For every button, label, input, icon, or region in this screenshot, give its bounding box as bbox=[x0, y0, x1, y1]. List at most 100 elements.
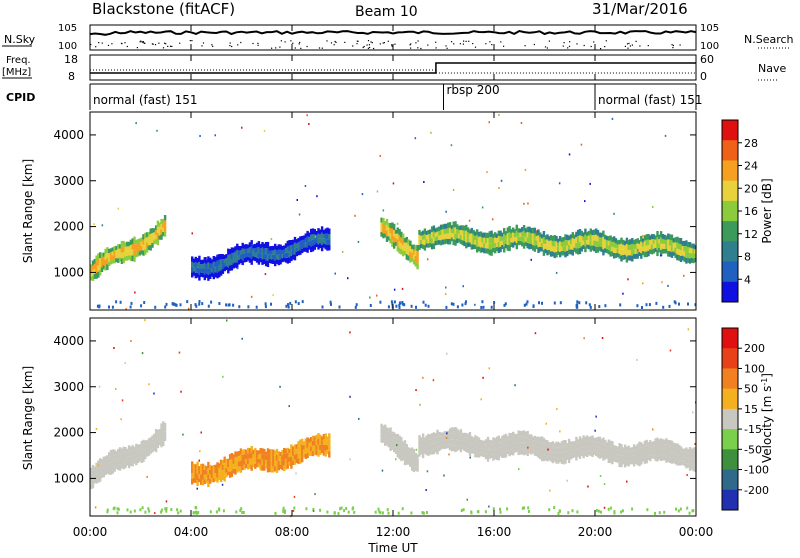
echo-cell bbox=[299, 445, 302, 452]
echo-cell bbox=[284, 453, 288, 459]
echo-cell bbox=[127, 241, 131, 247]
echo-cell bbox=[108, 261, 111, 266]
power-colorbar-tick-label: 8 bbox=[744, 251, 751, 264]
ground-scatter-cell bbox=[641, 306, 643, 309]
echo-cell bbox=[384, 424, 387, 430]
echo-cell bbox=[445, 233, 448, 239]
noise-cell bbox=[626, 480, 628, 483]
echo-cell bbox=[558, 246, 562, 252]
echo-cell bbox=[248, 257, 252, 263]
echo-cell bbox=[274, 461, 277, 467]
noise-cell bbox=[474, 303, 476, 306]
echo-cell bbox=[558, 457, 562, 463]
velocity-colorbar-swatch bbox=[722, 489, 738, 511]
echo-cell bbox=[281, 465, 284, 471]
echo-cell bbox=[688, 452, 692, 459]
echo-cell bbox=[124, 457, 127, 463]
echo-cell bbox=[414, 466, 417, 471]
echo-cell bbox=[479, 439, 482, 444]
echo-cell bbox=[194, 473, 197, 479]
noise-cell bbox=[214, 134, 216, 137]
echo-cell bbox=[459, 446, 463, 453]
echo-cell bbox=[540, 436, 544, 443]
echo-cell bbox=[230, 465, 234, 471]
echo-cell bbox=[652, 248, 656, 254]
echo-cell bbox=[687, 449, 690, 454]
velocity-colorbar-swatch bbox=[722, 368, 738, 390]
echo-cell bbox=[668, 451, 672, 458]
echo-cell bbox=[519, 442, 522, 449]
echo-cell bbox=[246, 447, 250, 454]
echo-cell bbox=[665, 249, 668, 254]
velocity-colorbar-tick-label: -15 bbox=[744, 423, 762, 436]
noise-cell bbox=[288, 405, 290, 408]
echo-cell bbox=[400, 443, 403, 450]
echo-cell bbox=[530, 238, 533, 244]
echo-cell bbox=[389, 222, 392, 228]
echo-cell bbox=[221, 269, 225, 274]
echo-cell bbox=[611, 237, 614, 242]
echo-cell bbox=[191, 261, 194, 267]
echo-cell bbox=[162, 439, 165, 446]
noise-cell bbox=[444, 293, 447, 296]
echo-cell bbox=[566, 245, 569, 251]
echo-cell bbox=[627, 445, 630, 451]
echo-cell bbox=[403, 246, 407, 251]
ground-scatter-cell bbox=[247, 305, 250, 309]
echo-cell bbox=[681, 255, 684, 261]
echo-cell bbox=[643, 458, 647, 464]
echo-cell bbox=[113, 460, 116, 467]
echo-cell bbox=[456, 224, 459, 229]
ground-scatter-cell bbox=[387, 511, 390, 515]
echo-cell bbox=[214, 261, 217, 268]
echo-cell bbox=[485, 248, 488, 254]
echo-cell bbox=[158, 441, 161, 446]
echo-cell bbox=[117, 244, 120, 249]
echo-cell bbox=[162, 433, 165, 440]
echo-cell bbox=[477, 236, 481, 242]
ground-scatter-cell bbox=[301, 300, 304, 304]
echo-cell bbox=[257, 454, 261, 459]
ground-scatter-cell bbox=[106, 510, 109, 514]
echo-cell bbox=[622, 249, 625, 255]
echo-cell bbox=[472, 229, 475, 235]
echo-cell bbox=[384, 233, 387, 238]
echo-cell bbox=[201, 268, 205, 273]
echo-cell bbox=[236, 462, 239, 468]
echo-cell bbox=[147, 442, 151, 448]
echo-cell bbox=[501, 435, 504, 442]
noise-cell bbox=[627, 278, 629, 281]
echo-cell bbox=[595, 246, 598, 253]
echo-cell bbox=[299, 245, 302, 251]
echo-cell bbox=[466, 237, 470, 243]
echo-cell bbox=[512, 431, 515, 438]
nsky-label: N.Sky bbox=[4, 33, 36, 46]
ground-scatter-cell bbox=[575, 304, 578, 308]
noise-cell bbox=[595, 415, 597, 418]
echo-cell bbox=[441, 444, 445, 449]
echo-cell bbox=[663, 234, 666, 240]
echo-cell bbox=[641, 457, 645, 462]
echo-cell bbox=[557, 238, 560, 243]
echo-cell bbox=[252, 454, 255, 459]
ground-scatter-cell bbox=[232, 303, 235, 307]
nsearch-point bbox=[626, 43, 629, 45]
echo-cell bbox=[504, 445, 508, 452]
echo-cell bbox=[548, 442, 551, 447]
echo-cell bbox=[674, 453, 677, 459]
nsearch-point bbox=[605, 40, 607, 42]
echo-cell bbox=[593, 245, 596, 252]
echo-cell bbox=[259, 257, 262, 263]
echo-cell bbox=[450, 439, 454, 446]
echo-cell bbox=[522, 225, 526, 231]
echo-cell bbox=[131, 244, 134, 250]
ground-scatter-cell bbox=[503, 303, 506, 307]
echo-cell bbox=[218, 475, 221, 481]
echo-cell bbox=[97, 466, 100, 472]
echo-cell bbox=[623, 240, 627, 246]
echo-cell bbox=[113, 455, 116, 461]
echo-cell bbox=[506, 436, 509, 441]
echo-cell bbox=[120, 458, 124, 464]
echo-cell bbox=[160, 435, 163, 442]
echo-cell bbox=[537, 241, 540, 248]
